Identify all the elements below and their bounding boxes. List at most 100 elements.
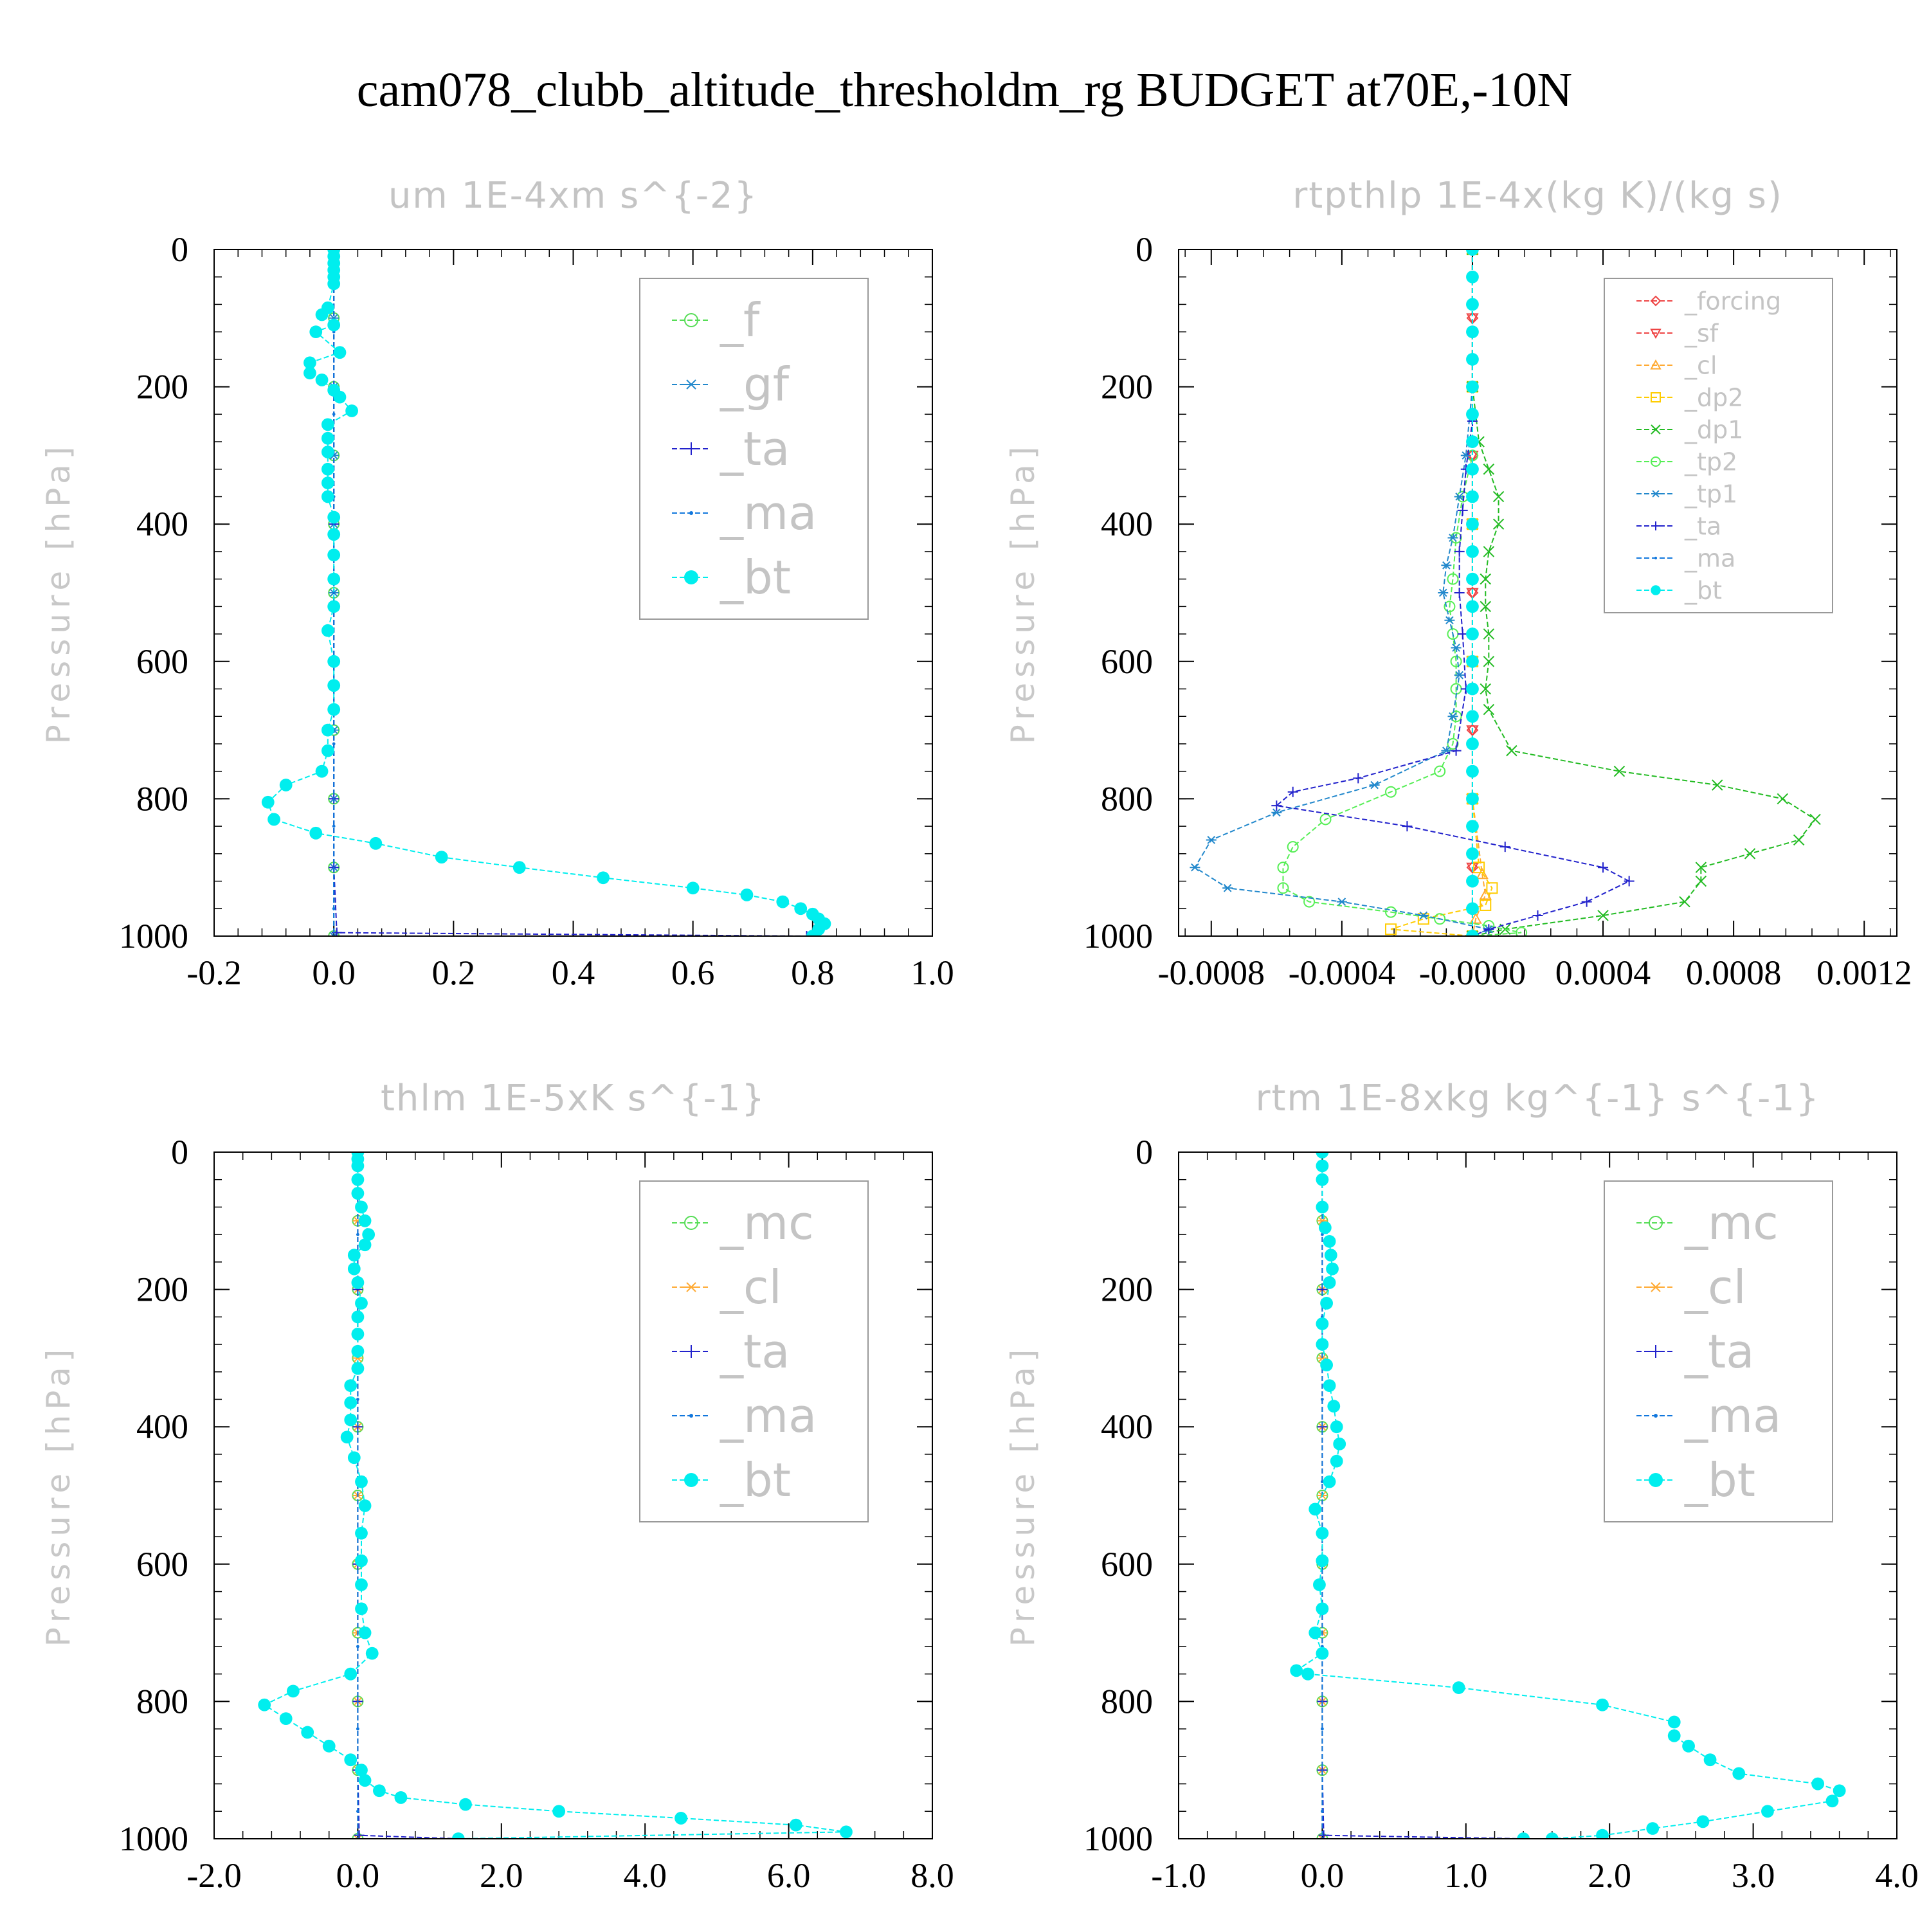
- legend-marker: [1651, 585, 1661, 595]
- data-point: [1483, 546, 1495, 557]
- data-point: [512, 861, 526, 874]
- panel-title: rtpthlp 1E-4x(kg K)/(kg s): [1292, 175, 1783, 217]
- data-point: [1316, 1602, 1329, 1616]
- data-point: [327, 655, 341, 668]
- series-bt: [1466, 249, 1479, 936]
- data-point: [1316, 1173, 1329, 1186]
- legend-entry: _ta: [672, 422, 790, 476]
- x-tick-label: 8.0: [910, 1856, 954, 1895]
- data-point: [321, 744, 334, 757]
- legend-label: _bt: [720, 1453, 791, 1507]
- data-point: [340, 1431, 354, 1444]
- data-point: [1466, 270, 1479, 284]
- data-point: [840, 1825, 853, 1839]
- data-point: [321, 490, 334, 503]
- data-point: [1321, 1232, 1324, 1236]
- y-tick-label: 800: [136, 1682, 188, 1720]
- data-point: [1323, 1276, 1336, 1289]
- data-point: [1447, 712, 1458, 721]
- plot-area: [261, 249, 831, 936]
- data-point: [1444, 616, 1455, 625]
- data-point: [358, 1214, 372, 1227]
- data-point: [740, 889, 754, 901]
- legend-entry: _dp2: [1636, 383, 1743, 411]
- data-point: [1744, 848, 1756, 860]
- legend-marker: [1651, 456, 1661, 467]
- data-point: [1761, 1805, 1774, 1818]
- data-point: [355, 1602, 368, 1616]
- data-point: [1466, 627, 1479, 640]
- x-tick-label: 0.0: [312, 953, 356, 992]
- y-tick-label: 400: [1101, 505, 1153, 543]
- data-point: [1581, 896, 1592, 907]
- x-tick-label: 4.0: [1875, 1856, 1919, 1895]
- data-point: [675, 1812, 687, 1825]
- data-point: [351, 1173, 365, 1186]
- data-point: [1316, 1526, 1329, 1540]
- y-tick-label: 800: [1101, 1682, 1153, 1720]
- legend-label: _bt: [1684, 1453, 1755, 1507]
- data-point: [327, 703, 341, 716]
- data-point: [1330, 1454, 1343, 1468]
- data-point: [1447, 737, 1459, 750]
- x-tick-label: -0.0008: [1158, 953, 1265, 992]
- data-point: [1667, 1729, 1681, 1742]
- x-tick-label: 1.0: [910, 953, 954, 992]
- data-point: [459, 1798, 472, 1811]
- data-point: [327, 572, 341, 586]
- series-line: [1282, 249, 1522, 936]
- legend-label: _bt: [1684, 576, 1722, 604]
- data-point: [1777, 793, 1789, 805]
- legend-marker: [1651, 424, 1661, 435]
- data-point: [801, 931, 812, 936]
- y-tick-label: 200: [1101, 1270, 1153, 1309]
- x-tick-label: -0.0000: [1419, 953, 1526, 992]
- x-tick-label: 0.0012: [1816, 953, 1912, 992]
- data-point: [1309, 1503, 1322, 1516]
- legend-marker: [1651, 392, 1661, 402]
- data-point: [286, 1684, 300, 1698]
- data-point: [344, 1396, 358, 1409]
- data-point: [1323, 1234, 1336, 1248]
- data-point: [1438, 588, 1449, 597]
- data-point: [347, 1451, 361, 1465]
- data-point: [1441, 561, 1452, 570]
- legend-entry: _cl: [1636, 351, 1717, 379]
- legend-marker: [1649, 1216, 1663, 1230]
- data-point: [1316, 1647, 1329, 1660]
- legend-entry: _cl: [1636, 1260, 1746, 1314]
- data-point: [1469, 912, 1482, 924]
- data-point: [1320, 1297, 1334, 1310]
- data-point: [321, 462, 334, 476]
- legend-entry: _mc: [1636, 1196, 1779, 1250]
- data-point: [351, 1328, 365, 1341]
- legend-entry: _sf: [1636, 319, 1719, 347]
- data-point: [1369, 781, 1380, 790]
- data-point: [355, 1200, 368, 1214]
- legend-marker: [1649, 1345, 1662, 1358]
- legend-box: [639, 278, 869, 620]
- data-point: [327, 318, 341, 332]
- legend-marker: [1650, 329, 1662, 339]
- data-point: [1479, 888, 1492, 900]
- y-tick-label: 1000: [119, 1819, 188, 1858]
- chart-panel-2: rtpthlp 1E-4x(kg K)/(kg s) Pressure [hPa]…: [1004, 175, 1912, 992]
- data-point: [1532, 910, 1543, 921]
- data-point: [1466, 408, 1479, 421]
- legend-marker: [685, 442, 698, 455]
- data-point: [1596, 1698, 1609, 1711]
- x-tick-label: 0.2: [432, 953, 476, 992]
- data-point: [1473, 862, 1485, 874]
- data-point: [1417, 913, 1429, 925]
- series-line: [1321, 1152, 1524, 1839]
- data-point: [1303, 896, 1316, 908]
- legend: _mc _cl _ta _ma _bt: [1604, 1180, 1833, 1522]
- data-point: [1712, 779, 1723, 791]
- legend-entry: _ta: [672, 1324, 790, 1378]
- data-point: [333, 346, 347, 359]
- data-point: [1486, 882, 1498, 894]
- y-tick-label: 0: [1136, 1133, 1153, 1171]
- data-point: [301, 1726, 314, 1739]
- y-tick-label: 0: [171, 1133, 188, 1171]
